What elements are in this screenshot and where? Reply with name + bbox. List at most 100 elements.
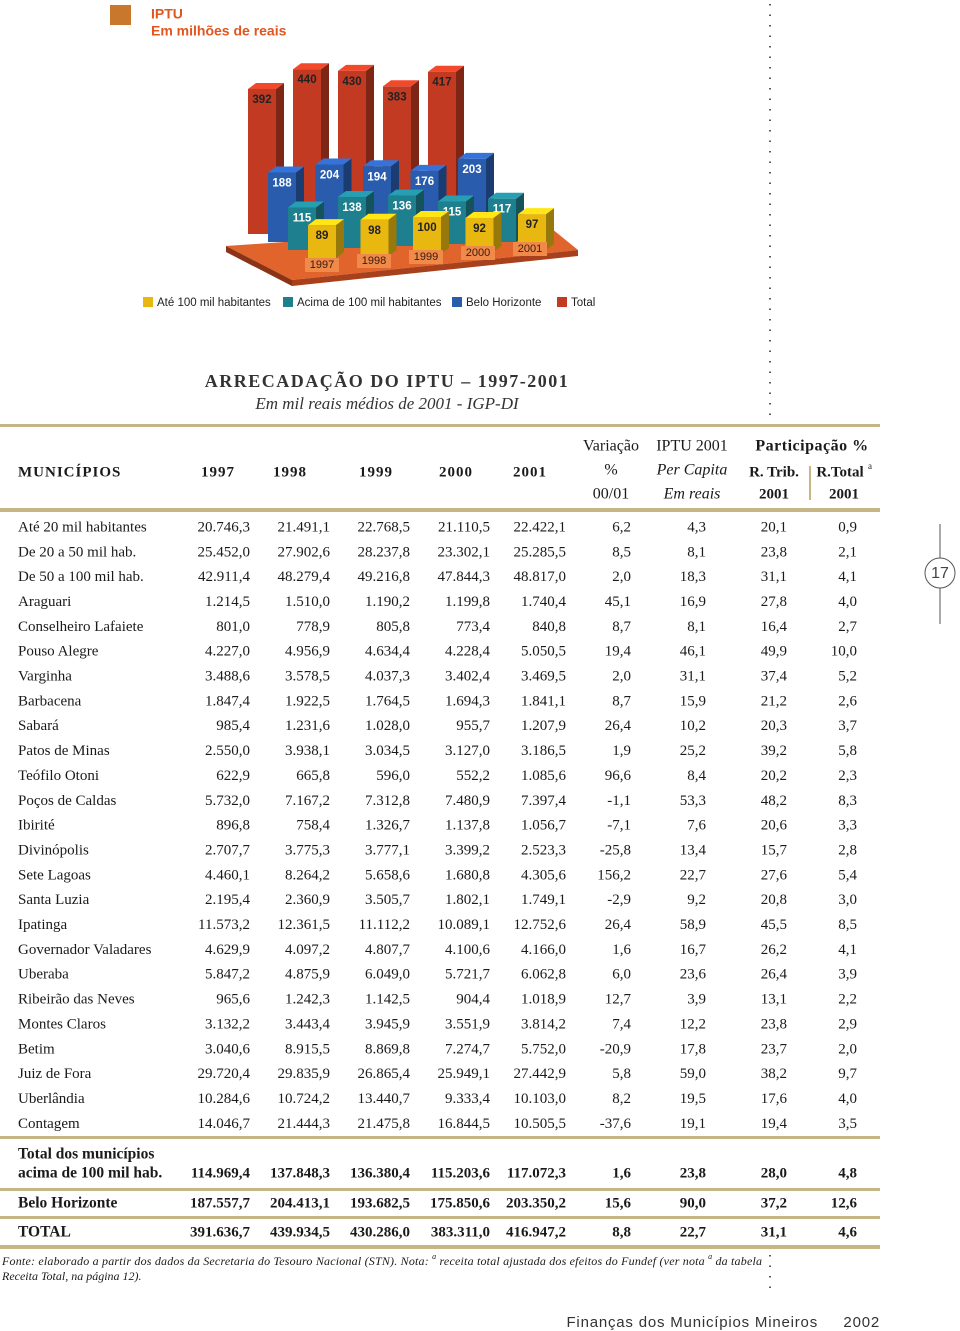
table-cell: 1.214,5 xyxy=(205,594,250,610)
bar-value-label: 392 xyxy=(252,94,271,106)
year-label: 2000 xyxy=(466,247,490,259)
row-label: De 20 a 50 mil hab. xyxy=(18,544,136,560)
bar-top xyxy=(308,219,344,226)
table-cell: 904,4 xyxy=(456,992,490,1008)
header-r-total: R.Total xyxy=(816,464,863,480)
table-cell: 3.945,9 xyxy=(365,1016,410,1032)
table-cell: 1.137,8 xyxy=(445,818,490,834)
table-cell: 1.764,5 xyxy=(365,693,410,709)
table-cell: 26.865,4 xyxy=(358,1066,411,1082)
footer-year: 2002 xyxy=(843,1314,880,1331)
table-cell: 10.103,0 xyxy=(514,1091,567,1107)
year-label: 1997 xyxy=(310,259,334,271)
table-rule xyxy=(0,1136,880,1139)
row-label: Varginha xyxy=(18,669,72,685)
table-cell: 12.361,5 xyxy=(278,917,331,933)
table-cell: 1.199,8 xyxy=(445,594,490,610)
table-cell: 2,7 xyxy=(838,619,857,635)
chart-floor-side xyxy=(226,246,292,286)
table-cell: 8,8 xyxy=(612,1224,631,1240)
row-label: Até 20 mil habitantes xyxy=(18,519,147,535)
bar-top xyxy=(363,160,399,167)
table-cell: 1,9 xyxy=(612,743,631,759)
table-cell: 8,5 xyxy=(838,917,857,933)
table-cell: 12.752,6 xyxy=(514,917,567,933)
row-label: Ribeirão das Neves xyxy=(18,992,135,1008)
table-cell: 39,2 xyxy=(761,743,787,759)
table-cell: 8,4 xyxy=(687,768,706,784)
header-variacao: Variação xyxy=(583,438,639,455)
table-cell: 3,7 xyxy=(838,718,857,734)
table-cell: 8,2 xyxy=(612,1091,631,1107)
table-cell: 4,1 xyxy=(838,569,857,585)
total-label: acima de 100 mil hab. xyxy=(18,1165,162,1182)
table-cell: 4,6 xyxy=(838,1224,857,1240)
year-plate xyxy=(305,258,339,272)
table-cell: 23,8 xyxy=(680,1165,706,1181)
table-cell: 896,8 xyxy=(216,818,250,834)
table-cell: 3.443,4 xyxy=(285,1016,331,1032)
table-cell: 7,4 xyxy=(612,1016,631,1032)
bar-side xyxy=(493,211,502,252)
row-label: Governador Valadares xyxy=(18,942,152,958)
table-cell: 7.480,9 xyxy=(445,793,490,809)
table-cell: 19,4 xyxy=(605,644,632,660)
year-plate xyxy=(357,254,391,268)
table-cell: 48.817,0 xyxy=(514,569,567,585)
table-cell: 15,7 xyxy=(761,842,788,858)
bar-value-label: 100 xyxy=(417,222,436,234)
table-cell: 4,1 xyxy=(838,942,857,958)
table-cell: 3,9 xyxy=(687,992,706,1008)
table-cell: 10.724,2 xyxy=(278,1091,331,1107)
bar-value-label: 92 xyxy=(473,223,486,235)
table-cell: 4.629,9 xyxy=(205,942,250,958)
bar-top xyxy=(293,63,329,70)
table-cell: 20.746,3 xyxy=(198,519,251,535)
footnote-sup: a xyxy=(432,1252,436,1261)
row-label: Montes Claros xyxy=(18,1016,106,1032)
legend-swatch xyxy=(143,297,153,307)
table-cell: 22,7 xyxy=(680,867,707,883)
table-cell: 21.491,1 xyxy=(278,519,331,535)
table-cell: 4.956,9 xyxy=(285,644,330,660)
header-year: 1998 xyxy=(273,464,307,480)
bar-top xyxy=(388,189,424,196)
table-cell: 114.969,4 xyxy=(191,1165,251,1181)
table-cell: 430.286,0 xyxy=(350,1224,410,1240)
table-cell: 18,3 xyxy=(680,569,706,585)
table-cell: 622,9 xyxy=(216,768,250,784)
table-cell: 137.848,3 xyxy=(270,1165,330,1181)
table-cell: 17,6 xyxy=(761,1091,788,1107)
table-cell: 1.847,4 xyxy=(205,693,251,709)
table-cell: 59,0 xyxy=(680,1066,706,1082)
bar-value-label: 89 xyxy=(316,230,329,242)
header-per-capita: IPTU 2001 xyxy=(656,438,728,455)
table-cell: 23,6 xyxy=(680,967,707,983)
page-number-circle xyxy=(924,557,956,589)
header-variacao: 00/01 xyxy=(593,486,629,503)
table-cell: 20,8 xyxy=(761,892,787,908)
bar-value-label: 176 xyxy=(415,176,434,188)
table-cell: -37,6 xyxy=(600,1116,632,1132)
table-cell: 1.749,1 xyxy=(521,892,566,908)
table-cell: 552,2 xyxy=(456,768,490,784)
table-cell: 16.844,5 xyxy=(438,1116,491,1132)
table-cell: 3.505,7 xyxy=(365,892,411,908)
table-cell: 5.050,5 xyxy=(521,644,566,660)
table-cell: 25.285,5 xyxy=(514,544,567,560)
row-label: Sete Lagoas xyxy=(18,867,91,883)
table-cell: 14.046,7 xyxy=(198,1116,251,1132)
row-label: Uberaba xyxy=(18,967,69,983)
table-cell: 31,1 xyxy=(761,1224,787,1240)
table-cell: 3.469,5 xyxy=(521,669,566,685)
bar-value-label: 98 xyxy=(368,225,381,237)
table-cell: 0,9 xyxy=(838,519,857,535)
bar-value-label: 136 xyxy=(392,201,411,213)
table-rule xyxy=(0,1188,880,1191)
table-cell: 11.112,2 xyxy=(359,917,410,933)
table-cell: 23.302,1 xyxy=(438,544,491,560)
table-cell: 1.802,1 xyxy=(445,892,490,908)
bar-side xyxy=(441,211,449,254)
table-cell: 3.402,4 xyxy=(445,669,491,685)
row-label: Santa Luzia xyxy=(18,892,90,908)
